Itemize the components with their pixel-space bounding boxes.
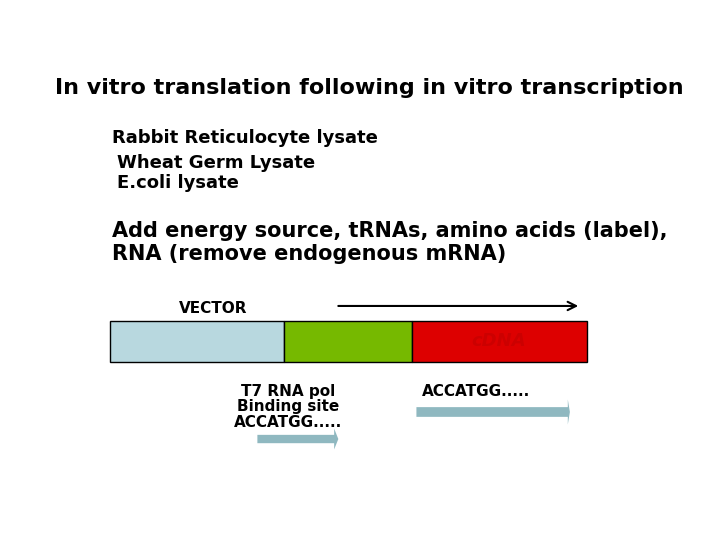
Text: T7 RNA pol: T7 RNA pol	[241, 384, 336, 399]
Bar	[109, 321, 284, 362]
Text: VECTOR: VECTOR	[179, 301, 247, 315]
Text: E.coli lysate: E.coli lysate	[117, 174, 238, 192]
Text: cDNA: cDNA	[472, 332, 526, 350]
Text: ACCATGG.....: ACCATGG.....	[234, 415, 342, 430]
Bar	[284, 321, 412, 362]
Text: Rabbit Reticulocyte lysate: Rabbit Reticulocyte lysate	[112, 129, 378, 146]
Text: Wheat Germ Lysate: Wheat Germ Lysate	[117, 153, 315, 172]
Text: In vitro translation following in vitro transcription: In vitro translation following in vitro …	[55, 78, 683, 98]
Text: RNA (remove endogenous mRNA): RNA (remove endogenous mRNA)	[112, 244, 507, 264]
Text: Binding site: Binding site	[237, 399, 339, 414]
Text: Add energy source, tRNAs, amino acids (label),: Add energy source, tRNAs, amino acids (l…	[112, 221, 668, 241]
Text: ACCATGG.....: ACCATGG.....	[422, 384, 530, 399]
Bar	[412, 321, 587, 362]
